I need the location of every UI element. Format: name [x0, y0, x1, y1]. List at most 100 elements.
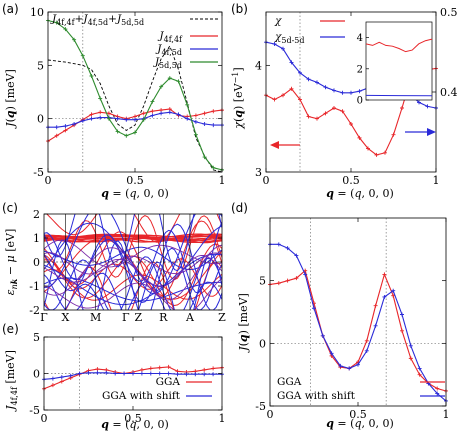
band-line-20: [44, 246, 222, 271]
data-point-a-1-11: [141, 111, 146, 116]
data-point-e-0-13: [157, 365, 162, 370]
data-point-d-1-10: [356, 362, 360, 367]
kpoint-label-1: X: [61, 311, 69, 324]
data-point-d-1-2: [285, 246, 290, 251]
bands-group: [44, 214, 222, 310]
y-tick-label-b-0: 3: [255, 166, 262, 179]
data-point-d-1-13: [382, 294, 387, 299]
data-point-b-0-11: [357, 135, 362, 140]
panel-d: 0 0.5 1-505: [255, 217, 450, 421]
band-line-26: [64, 280, 222, 310]
data-point-e-1-19: [211, 372, 216, 377]
legend-a-5d5d-label: J5d,5d: [153, 56, 182, 70]
y-tick-label-e-1: 0: [33, 368, 40, 381]
data-point-a-3-2: [63, 27, 68, 32]
ylabel-a: J(q) [meV]: [4, 69, 17, 129]
legend-d-shift-label: GGA with shift: [277, 390, 356, 402]
data-point-e-1-9: [122, 371, 127, 376]
inset-series-chi: [365, 38, 433, 53]
data-point-e-1-18: [202, 372, 207, 377]
data-point-d-0-17: [417, 372, 422, 377]
data-point-a-3-18: [202, 155, 207, 160]
data-point-a-2-5: [89, 116, 94, 121]
data-point-d-0-16: [408, 356, 413, 361]
y-tick-label-c-1: -1: [29, 280, 40, 293]
data-point-a-1-2: [63, 128, 68, 133]
band-line-12: [44, 215, 222, 281]
panel-e: 0 0.5 1-505: [29, 331, 225, 425]
data-point-d-1-16: [408, 343, 413, 348]
data-point-b-0-8: [332, 106, 336, 110]
data-point-d-1-15: [400, 312, 404, 317]
x-tick-label-d-0: 0: [267, 408, 274, 421]
data-point-b-0-10: [349, 122, 353, 126]
y-tick-label-c-4: 2: [33, 208, 40, 221]
data-point-d-0-19: [435, 386, 440, 391]
band-line-15: [46, 214, 222, 243]
data-point-a-2-3: [72, 122, 77, 126]
data-point-e-1-10: [131, 371, 135, 376]
series-line-a-3: [47, 19, 223, 171]
data-point-a-2-19: [211, 123, 216, 128]
data-point-b-1-4: [298, 70, 302, 75]
data-point-b-1-6: [315, 80, 319, 85]
data-point-e-0-18: [202, 367, 207, 372]
panel-label-c: (c): [2, 201, 18, 215]
data-point-d-1-8: [338, 363, 343, 368]
data-point-e-0-2: [59, 379, 64, 384]
data-point-d-1-3: [294, 253, 299, 258]
data-point-a-3-6: [98, 96, 103, 101]
data-point-a-2-14: [167, 110, 172, 115]
inset-frame: [365, 21, 433, 101]
data-point-a-3-5: [89, 74, 94, 78]
y-tick-label-c-2: 0: [33, 256, 40, 269]
legend-a: J4f,4f+J4f,5d+J5d,5d J4f,4f J4f,5d J5d,5…: [50, 13, 218, 70]
x-tick-label-b-2: 1: [433, 174, 440, 187]
data-point-e-1-11: [139, 371, 144, 376]
data-point-a-2-6: [98, 115, 103, 120]
band-line-34: [44, 244, 222, 301]
data-point-a-2-2: [63, 124, 68, 129]
data-point-a-3-9: [124, 133, 129, 138]
x-tick-label-d-2: 1: [443, 408, 450, 421]
data-point-d-0-12: [373, 303, 378, 308]
legend-b: χ χ5d-5d: [274, 15, 345, 45]
data-point-b-0-4: [298, 97, 302, 102]
data-point-d-1-4: [303, 272, 308, 277]
arrow-right-b: [405, 128, 436, 136]
data-point-d-1-7: [329, 351, 334, 356]
data-point-e-0-19: [211, 366, 216, 371]
data-point-a-1-1: [54, 133, 59, 138]
data-point-e-1-1: [50, 376, 55, 381]
legend-a-sum-label: J4f,4f+J4f,5d+J5d,5d: [50, 13, 144, 27]
inset-y-tick-label-2: 4: [357, 33, 363, 44]
data-point-a-3-1: [54, 20, 59, 25]
data-point-b-0-2: [281, 93, 285, 98]
data-point-a-3-11: [141, 117, 146, 122]
panel-label-a: (a): [2, 2, 19, 16]
x-tick-label-e-1: 0.5: [124, 412, 142, 425]
data-point-d-0-3: [294, 276, 299, 281]
band-line-19: [44, 214, 222, 272]
ylabel-e: J4f,4f [meV]: [4, 350, 19, 412]
band-line-24: [44, 223, 222, 310]
band-line-9: [44, 234, 222, 240]
legend-d: GGA GGA with shift: [277, 376, 445, 402]
band-line-6: [44, 238, 222, 244]
y-tick-label-a-2: 5: [37, 59, 44, 72]
y-tick-label-d-0: -5: [255, 400, 266, 413]
data-point-b-1-2: [281, 46, 285, 51]
data-point-a-2-8: [115, 116, 120, 121]
y-tick-label-c-0: -2: [29, 304, 40, 317]
y-tick-label-a-3: 10: [30, 6, 44, 19]
data-point-d-1-9: [347, 366, 352, 371]
legend-b-chi-label: χ: [274, 15, 282, 27]
legend-a-4f4f-label: J4f,4f: [157, 30, 183, 44]
data-point-a-1-5: [89, 112, 94, 117]
data-point-e-1-14: [166, 371, 171, 376]
ylabel-d: J(q) [meV]: [237, 293, 250, 353]
data-point-b-1-3: [289, 60, 294, 65]
series-line-a-0: [47, 45, 223, 173]
